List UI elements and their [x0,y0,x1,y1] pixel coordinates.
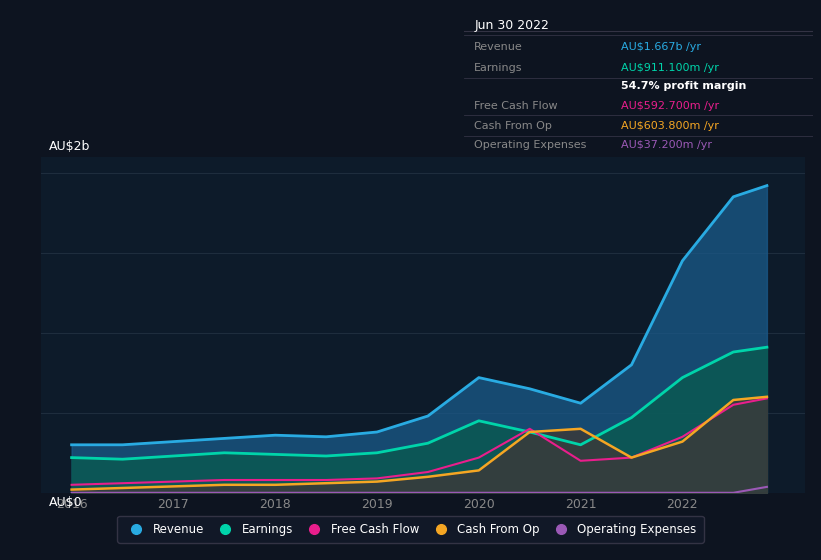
Text: AU$37.200m /yr: AU$37.200m /yr [621,140,712,150]
Text: AU$0: AU$0 [48,496,82,509]
Text: Free Cash Flow: Free Cash Flow [475,101,558,111]
Text: AU$2b: AU$2b [48,141,90,153]
Text: Revenue: Revenue [475,42,523,52]
Legend: Revenue, Earnings, Free Cash Flow, Cash From Op, Operating Expenses: Revenue, Earnings, Free Cash Flow, Cash … [117,516,704,543]
Text: Cash From Op: Cash From Op [475,120,553,130]
Text: AU$1.667b /yr: AU$1.667b /yr [621,42,701,52]
Text: AU$592.700m /yr: AU$592.700m /yr [621,101,719,111]
Text: Earnings: Earnings [475,63,523,73]
Text: 54.7% profit margin: 54.7% profit margin [621,81,746,91]
Text: AU$911.100m /yr: AU$911.100m /yr [621,63,718,73]
Text: AU$603.800m /yr: AU$603.800m /yr [621,120,718,130]
Text: Operating Expenses: Operating Expenses [475,140,587,150]
Text: Jun 30 2022: Jun 30 2022 [475,19,549,32]
